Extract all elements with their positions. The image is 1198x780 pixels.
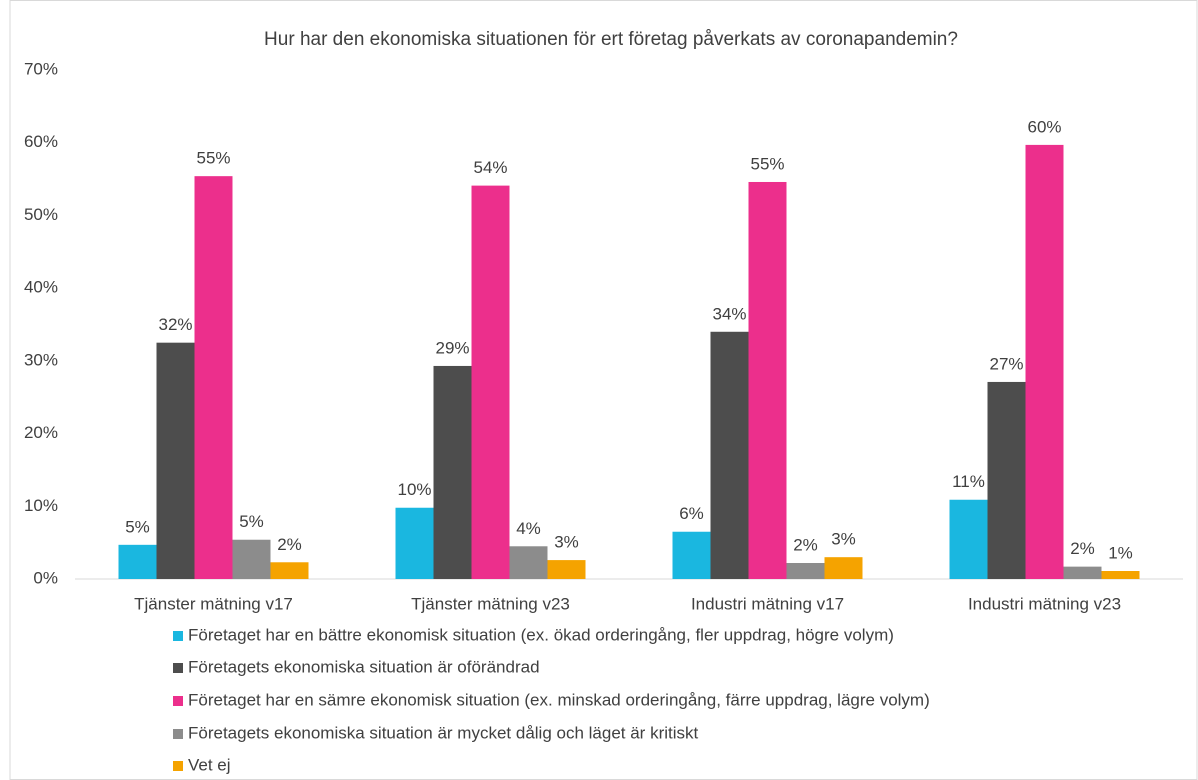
data-label: 4%	[516, 519, 541, 538]
data-label: 3%	[831, 530, 856, 549]
bar	[270, 562, 309, 579]
bar	[156, 342, 195, 579]
data-label: 2%	[277, 535, 302, 554]
x-tick-label: Tjänster mätning v17	[134, 594, 293, 613]
bar	[672, 531, 711, 579]
data-label: 2%	[793, 535, 818, 554]
y-tick-label: 20%	[24, 423, 58, 442]
data-label: 34%	[712, 304, 746, 323]
x-tick-label: Industri mätning v23	[968, 594, 1121, 613]
bar	[1063, 566, 1102, 579]
data-label: 1%	[1108, 543, 1133, 562]
y-tick-label: 10%	[24, 496, 58, 515]
legend-swatch	[173, 761, 183, 771]
bar	[949, 499, 988, 579]
data-label: 27%	[989, 354, 1023, 373]
bar	[471, 185, 510, 579]
data-label: 11%	[952, 472, 985, 491]
bar	[395, 507, 434, 579]
legend-swatch	[173, 663, 183, 673]
data-label: 55%	[750, 154, 784, 173]
legend-swatch	[173, 696, 183, 706]
bar	[786, 563, 825, 579]
legend-swatch	[173, 631, 183, 641]
data-label: 10%	[397, 480, 431, 499]
bar	[232, 539, 271, 579]
bar	[1101, 571, 1140, 579]
data-label: 54%	[473, 158, 507, 177]
bar	[118, 544, 157, 579]
data-label: 55%	[196, 149, 230, 168]
bar	[194, 176, 233, 580]
data-label: 60%	[1027, 117, 1061, 136]
bar	[1025, 144, 1064, 579]
y-tick-label: 60%	[24, 132, 58, 151]
bar	[987, 381, 1026, 579]
y-tick-label: 30%	[24, 350, 58, 369]
data-label: 5%	[239, 512, 264, 531]
data-label: 32%	[158, 315, 192, 334]
data-label: 6%	[679, 504, 704, 523]
y-tick-label: 40%	[24, 278, 58, 297]
legend-label: Företagets ekonomiska situation är mycke…	[188, 723, 699, 742]
bar	[547, 560, 586, 579]
legend-label: Vet ej	[188, 755, 231, 774]
y-tick-label: 0%	[33, 568, 58, 587]
x-tick-label: Industri mätning v17	[691, 594, 844, 613]
data-label: 2%	[1070, 539, 1095, 558]
data-label: 3%	[554, 533, 579, 552]
chart-title: Hur har den ekonomiska situationen för e…	[264, 29, 958, 50]
legend-label: Företaget har en bättre ekonomisk situat…	[188, 625, 894, 644]
x-tick-label: Tjänster mätning v23	[411, 594, 570, 613]
y-tick-label: 70%	[24, 59, 58, 78]
bar	[710, 331, 749, 579]
data-label: 29%	[435, 338, 469, 357]
legend-label: Företaget har en sämre ekonomisk situati…	[188, 690, 930, 709]
legend-label: Företagets ekonomiska situation är oförä…	[188, 657, 540, 676]
bar	[824, 557, 863, 579]
bar	[748, 181, 787, 580]
legend-swatch	[173, 729, 183, 739]
data-label: 5%	[125, 517, 150, 536]
bar	[433, 365, 472, 579]
bar	[509, 546, 548, 579]
y-tick-label: 50%	[24, 205, 58, 224]
